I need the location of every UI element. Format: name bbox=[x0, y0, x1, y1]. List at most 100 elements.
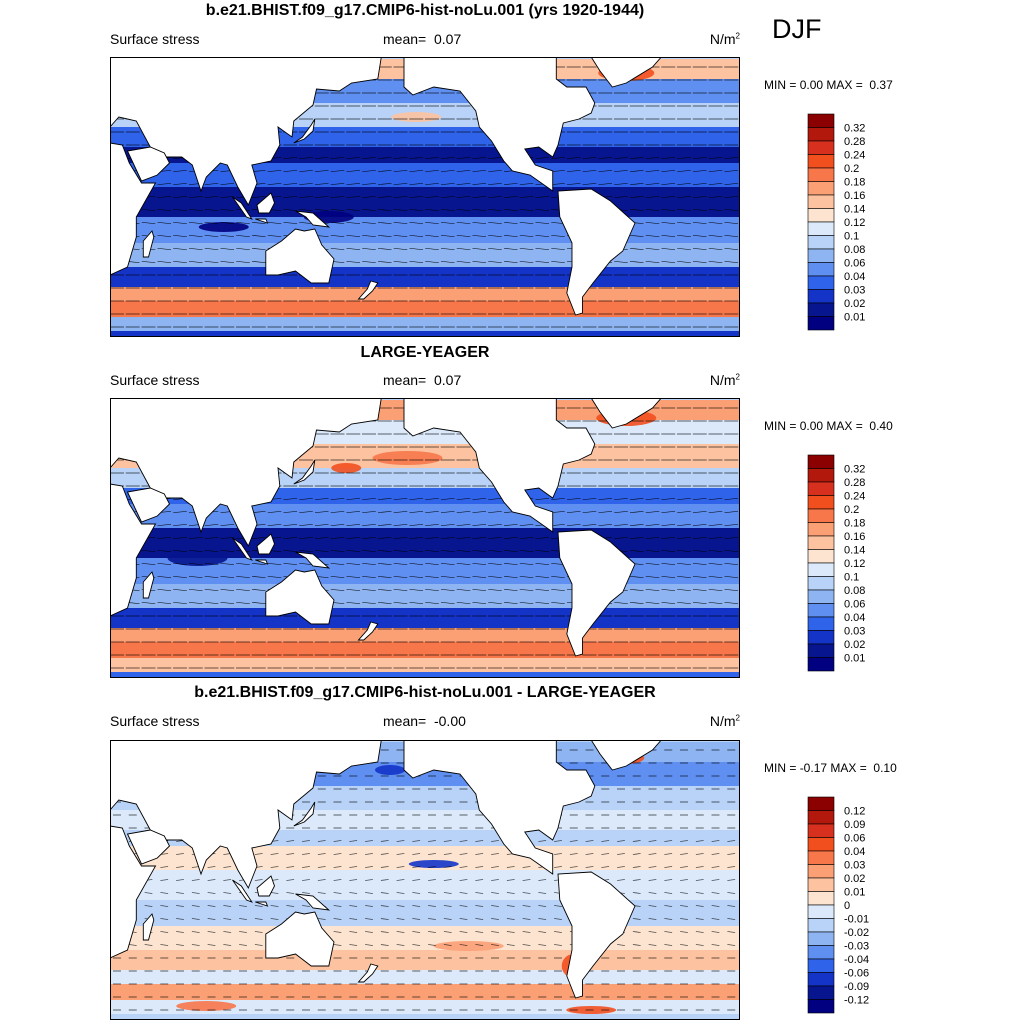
stress-vector bbox=[267, 524, 282, 526]
land-mask bbox=[403, 57, 596, 192]
stress-vector bbox=[173, 196, 187, 198]
stress-vector bbox=[475, 892, 484, 894]
stress-vector bbox=[380, 879, 389, 881]
stress-vector bbox=[330, 196, 345, 198]
colorbar-tick-label: 0.01 bbox=[844, 887, 865, 899]
stress-vector bbox=[207, 918, 216, 920]
stress-vector bbox=[664, 918, 673, 920]
stress-vector bbox=[614, 183, 628, 185]
stress-vector bbox=[251, 222, 266, 224]
stress-vector bbox=[254, 853, 263, 855]
stress-vector bbox=[428, 944, 436, 946]
stress-vector bbox=[346, 157, 361, 159]
stress-vector bbox=[393, 511, 408, 513]
stress-vector bbox=[302, 840, 310, 842]
colorbar-tick-label: 0.1 bbox=[844, 572, 859, 584]
stress-vector bbox=[519, 589, 534, 591]
stress-vector bbox=[157, 248, 172, 250]
stress-vector bbox=[380, 866, 389, 868]
stress-vector bbox=[425, 576, 439, 578]
stress-vector bbox=[677, 498, 691, 500]
stress-vector bbox=[393, 550, 408, 552]
stress-vector bbox=[173, 209, 187, 211]
stress-vector bbox=[554, 853, 562, 855]
stress-vector bbox=[377, 157, 392, 159]
land-mask bbox=[126, 146, 171, 182]
stress-vector bbox=[425, 537, 439, 539]
stress-vector bbox=[677, 209, 691, 211]
stress-vector bbox=[425, 196, 439, 198]
stress-vector bbox=[330, 235, 345, 237]
stress-vector bbox=[286, 879, 295, 881]
stress-vector bbox=[141, 222, 156, 224]
colorbar-swatch bbox=[807, 999, 835, 1014]
stress-vector bbox=[362, 537, 376, 539]
colorbar-swatch bbox=[807, 657, 835, 672]
stress-vector bbox=[551, 589, 565, 591]
stress-vector bbox=[664, 892, 673, 894]
colorbar-tick-label: -0.06 bbox=[844, 968, 869, 980]
stress-vector bbox=[456, 537, 471, 539]
stress-vector bbox=[554, 866, 562, 868]
stress-vector bbox=[160, 879, 169, 881]
stress-vector bbox=[428, 879, 436, 881]
stress-vector bbox=[443, 866, 452, 868]
stress-vector bbox=[632, 892, 641, 894]
stress-vector bbox=[204, 222, 219, 224]
stress-vector bbox=[330, 511, 345, 513]
colorbar-swatch bbox=[807, 630, 835, 645]
stress-band bbox=[110, 331, 740, 337]
stress-vector bbox=[538, 905, 547, 907]
stress-vector bbox=[488, 157, 502, 159]
colorbar-tick-label: 0.02 bbox=[844, 298, 865, 310]
colorbar-tick-label: 0.04 bbox=[844, 612, 865, 624]
stress-vector bbox=[362, 222, 376, 224]
stress-vector bbox=[283, 498, 298, 500]
colorbar-swatch bbox=[807, 576, 835, 591]
land-mask bbox=[403, 740, 596, 875]
stress-vector bbox=[724, 576, 739, 578]
stress-vector bbox=[302, 892, 310, 894]
stress-vector bbox=[503, 576, 518, 578]
stress-vector bbox=[157, 261, 172, 263]
stress-vector bbox=[522, 918, 531, 920]
stress-vector bbox=[204, 576, 219, 578]
stress-vector bbox=[443, 879, 452, 881]
stress-vector bbox=[711, 905, 720, 907]
land-mask bbox=[293, 801, 316, 827]
stress-vector bbox=[349, 892, 358, 894]
stress-vector bbox=[160, 866, 169, 868]
stress-vector bbox=[317, 866, 326, 868]
stress-vector bbox=[459, 905, 468, 907]
stress-vector bbox=[601, 866, 610, 868]
stress-vector bbox=[412, 879, 421, 881]
stress-vector bbox=[456, 563, 471, 565]
colorbar-tick-label: 0.12 bbox=[844, 806, 865, 818]
stress-vector bbox=[267, 222, 282, 224]
colorbar-swatch bbox=[807, 877, 835, 892]
stress-vector bbox=[519, 602, 534, 604]
stress-vector bbox=[173, 563, 187, 565]
stress-vector bbox=[677, 550, 691, 552]
stress-vector bbox=[440, 498, 455, 500]
stress-band bbox=[110, 870, 740, 900]
stress-vector bbox=[727, 866, 736, 868]
stress-vector bbox=[270, 892, 279, 894]
stress-anomaly bbox=[176, 1001, 237, 1011]
stress-vector bbox=[645, 602, 660, 604]
stress-vector bbox=[412, 931, 421, 933]
stress-vector bbox=[695, 892, 704, 894]
stress-vector bbox=[236, 235, 250, 237]
stress-vector bbox=[443, 853, 452, 855]
stress-vector bbox=[160, 905, 169, 907]
stress-vector bbox=[409, 248, 424, 250]
colorbar-tick-label: 0.14 bbox=[844, 545, 865, 557]
stress-vector bbox=[362, 248, 376, 250]
stress-vector bbox=[680, 905, 688, 907]
stress-vector bbox=[286, 892, 295, 894]
stress-vector bbox=[220, 261, 235, 263]
stress-vector bbox=[409, 261, 424, 263]
stress-vector bbox=[393, 183, 408, 185]
stress-vector bbox=[365, 892, 373, 894]
land-mask bbox=[265, 228, 335, 284]
